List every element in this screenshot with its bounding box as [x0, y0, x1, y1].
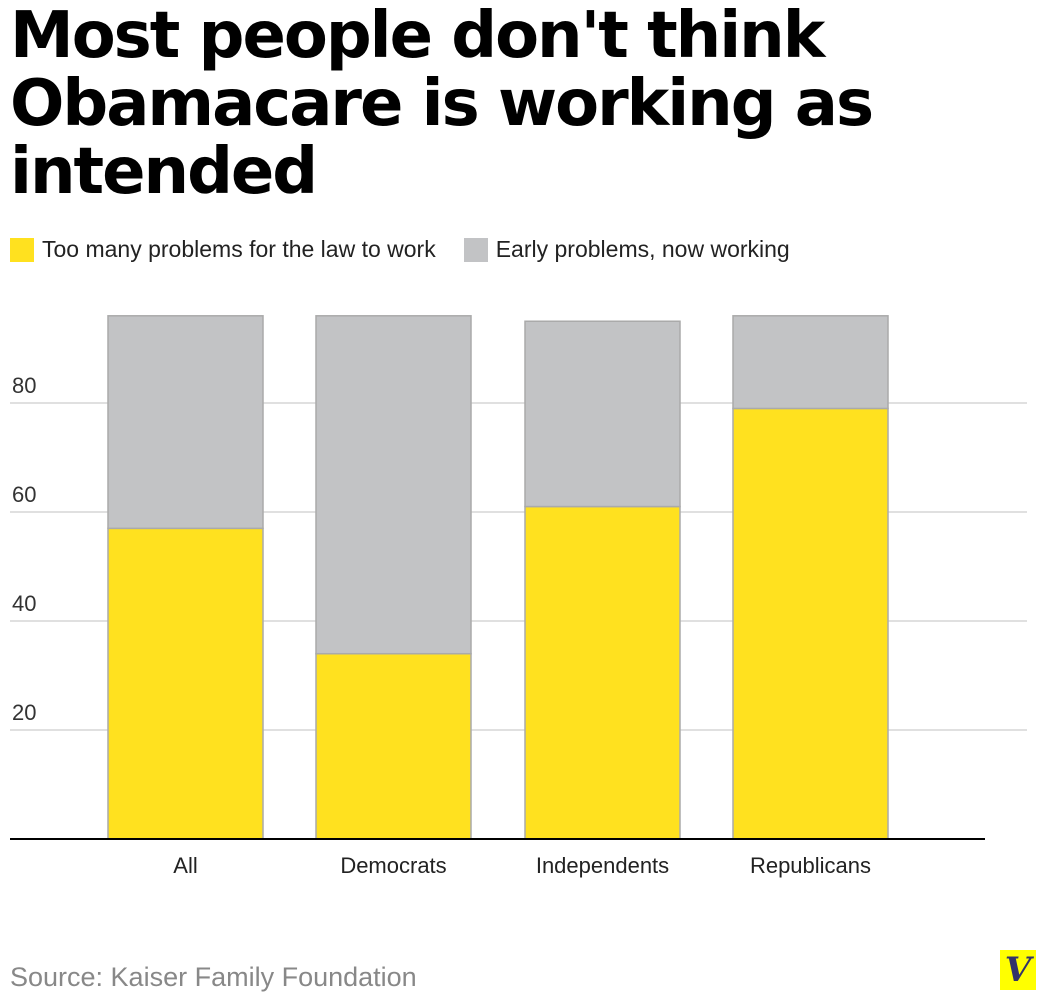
bar-segment — [524, 505, 681, 840]
legend-item-early-problems: Early problems, now working — [463, 236, 790, 263]
legend-item-too-many-problems: Too many problems for the law to work — [10, 236, 436, 263]
x-tick-label: Republicans — [750, 853, 871, 878]
bar-segment — [315, 315, 472, 655]
legend: Too many problems for the law to work Ea… — [10, 236, 818, 263]
y-tick-label: 20 — [12, 700, 36, 725]
source-note: Source: Kaiser Family Foundation — [10, 962, 417, 992]
y-tick-label: 40 — [12, 591, 36, 616]
bar-segment — [107, 315, 264, 530]
y-tick-label: 60 — [12, 482, 36, 507]
legend-swatch-gray — [463, 237, 488, 262]
bar-segment — [315, 652, 472, 840]
bar-segment — [732, 315, 889, 410]
legend-label: Early problems, now working — [495, 236, 790, 262]
x-tick-label: Democrats — [340, 853, 446, 878]
chart-title: Most people don't think Obamacare is wor… — [10, 0, 874, 209]
legend-label: Too many problems for the law to work — [42, 236, 436, 262]
y-tick-label: 80 — [12, 373, 36, 398]
bar-segment — [732, 407, 889, 840]
x-tick-label: Independents — [536, 853, 669, 878]
legend-swatch-yellow — [10, 237, 34, 262]
vox-logo: V — [1000, 950, 1036, 990]
bar-segment — [107, 527, 264, 840]
x-tick-label: All — [173, 853, 197, 878]
bar-segment — [524, 320, 681, 508]
